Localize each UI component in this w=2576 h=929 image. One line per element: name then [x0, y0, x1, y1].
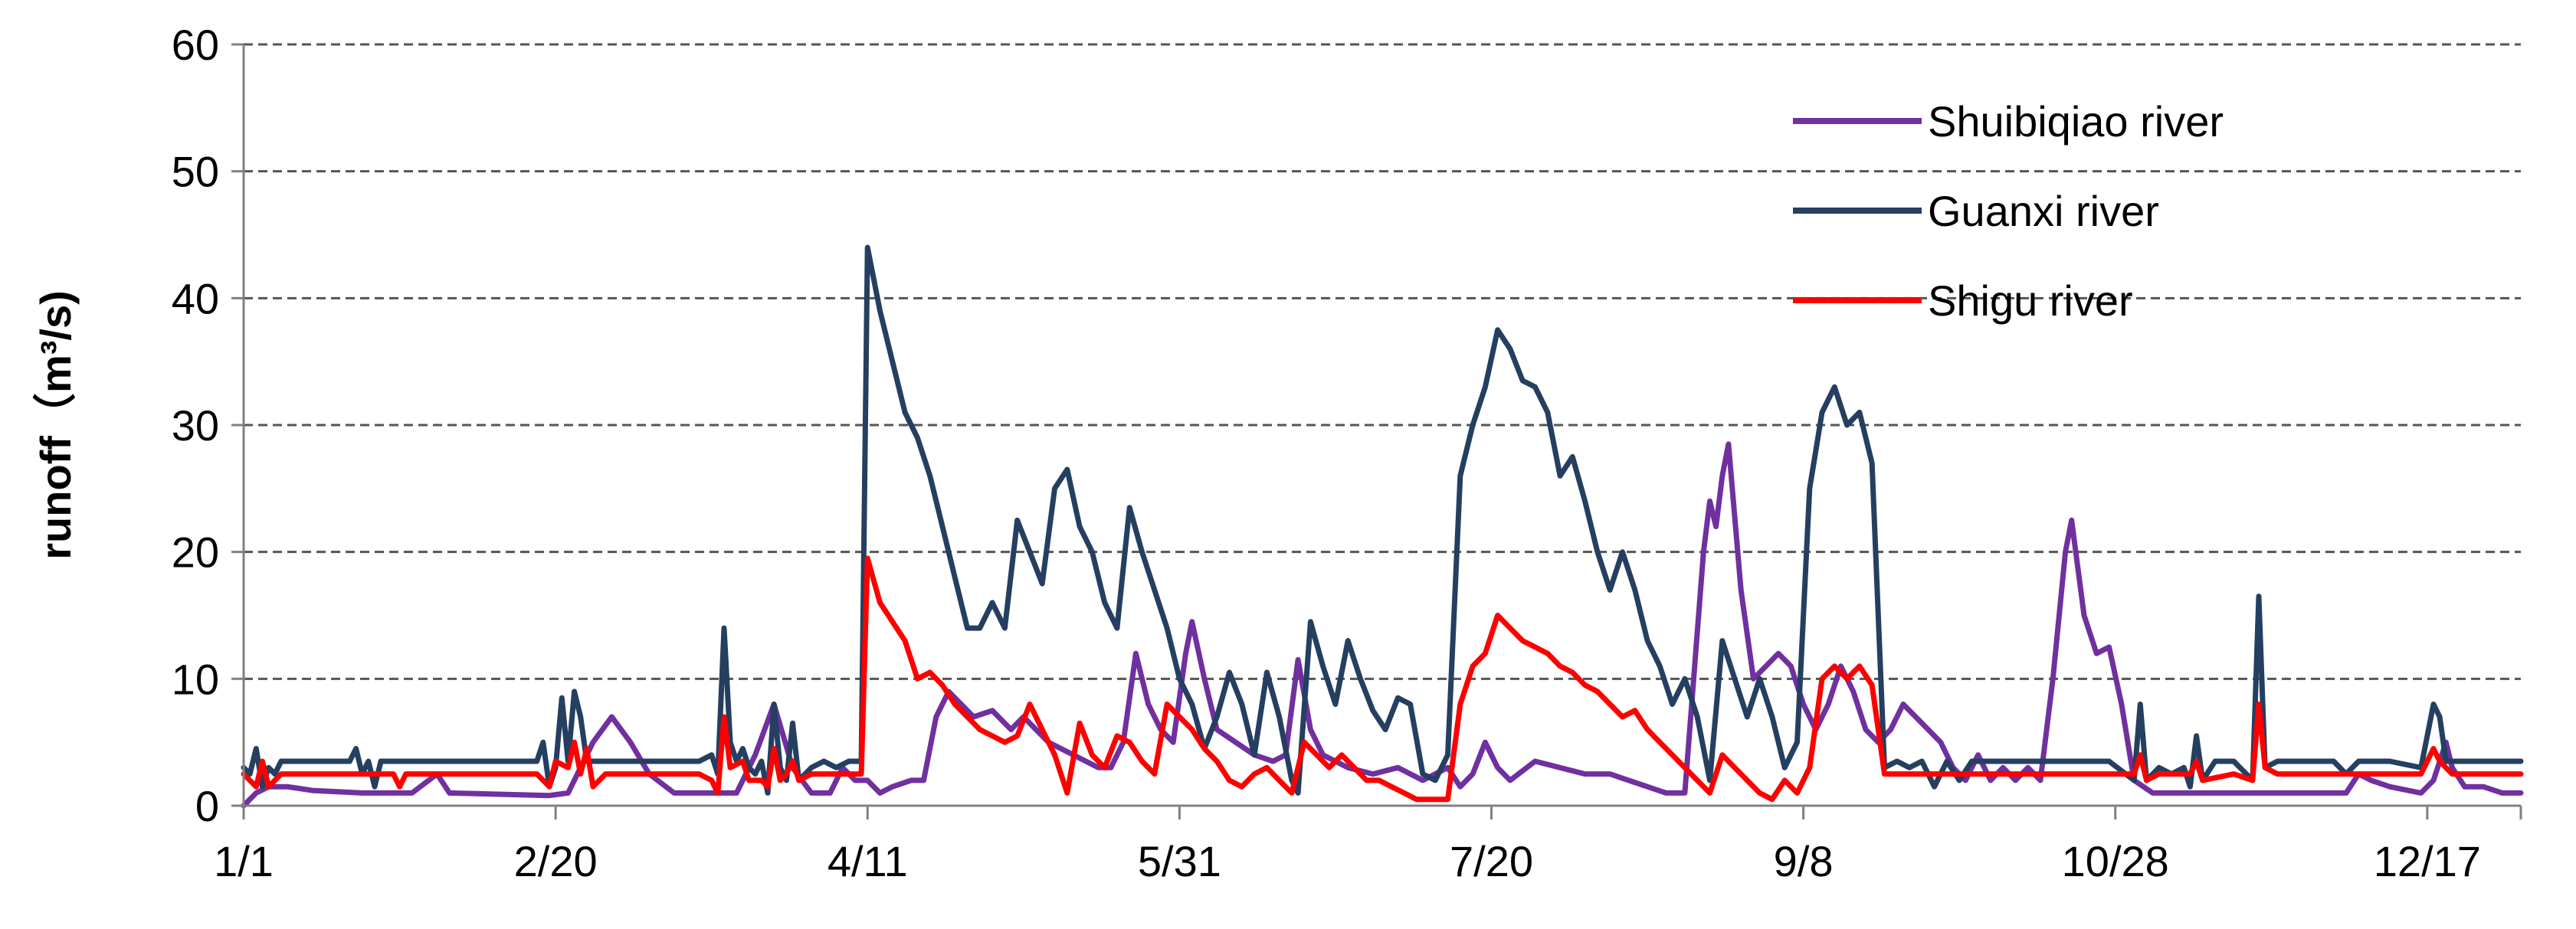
y-tick-label-0: 0 [195, 782, 219, 830]
y-tick-label-3: 30 [172, 401, 219, 450]
gridlines [244, 43, 2521, 680]
legend-label-shuibiqiao-river: Shuibiqiao river [1928, 97, 2224, 146]
y-tick-label-6: 60 [172, 21, 219, 69]
y-tick-label-5: 50 [172, 148, 219, 196]
y-tick-labels: 0 10 20 30 40 50 60 [172, 21, 219, 830]
series-line-guanxi-river [241, 244, 2524, 796]
y-axis-title: runoff（m³/s) [31, 290, 80, 560]
x-tick-label-7: 12/17 [2374, 837, 2481, 885]
x-tick-label-2: 4/11 [828, 837, 908, 885]
series-layer [241, 244, 2524, 809]
legend: Shuibiqiao river Guanxi river Shigu river [1793, 97, 2224, 325]
series-line-shigu-river [241, 555, 2524, 803]
y-tick-label-2: 20 [172, 528, 219, 577]
axes [231, 43, 2522, 819]
x-tick-label-5: 9/8 [1774, 837, 1834, 885]
x-tick-label-1: 2/20 [514, 837, 598, 885]
y-tick-label-4: 40 [172, 274, 219, 322]
legend-label-shigu-river: Shigu river [1928, 276, 2133, 325]
x-tick-label-3: 5/31 [1138, 837, 1221, 885]
x-tick-label-4: 7/20 [1450, 837, 1533, 885]
y-tick-label-1: 10 [172, 655, 219, 703]
x-tick-labels: 1/1 2/20 4/11 5/31 7/20 9/8 10/28 12/17 [214, 837, 2481, 885]
x-tick-label-6: 10/28 [2062, 837, 2169, 885]
legend-label-guanxi-river: Guanxi river [1928, 187, 2159, 235]
x-tick-label-0: 1/1 [214, 837, 274, 885]
series-line-shuibiqiao-river [241, 441, 2524, 809]
